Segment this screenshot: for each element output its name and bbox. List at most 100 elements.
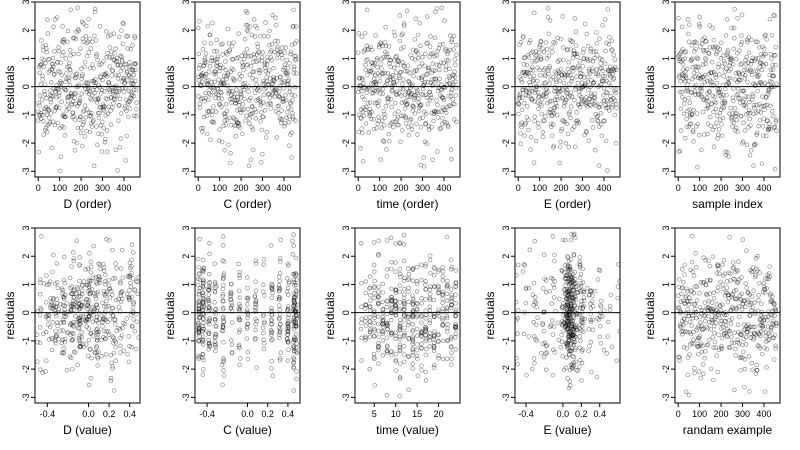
data-point [752, 274, 758, 280]
data-point [725, 290, 730, 296]
data-point [731, 98, 736, 104]
data-point [66, 329, 71, 335]
data-point [573, 323, 578, 328]
data-point [559, 304, 565, 309]
data-point [367, 304, 373, 309]
data-point [574, 118, 579, 124]
data-point [220, 299, 226, 304]
data-point [762, 286, 767, 292]
data-point [202, 60, 208, 66]
data-point [38, 62, 44, 68]
data-point [119, 28, 124, 33]
data-point [53, 304, 59, 310]
data-point [58, 60, 63, 65]
data-point [441, 85, 446, 90]
data-point [552, 85, 557, 90]
x-tick-label: 400 [276, 183, 291, 193]
data-point [379, 56, 384, 62]
data-point [101, 316, 106, 321]
data-point [563, 302, 569, 308]
data-point [381, 122, 387, 128]
data-point [582, 132, 587, 138]
data-point [118, 279, 123, 285]
data-point [110, 313, 116, 318]
data-point [453, 324, 458, 330]
data-point [73, 101, 78, 107]
data-point [709, 306, 714, 312]
data-point [410, 103, 416, 109]
data-point [541, 92, 547, 97]
data-point [209, 79, 214, 85]
data-point [259, 127, 265, 133]
data-point [761, 284, 767, 290]
data-point [206, 304, 211, 310]
data-point [743, 73, 748, 78]
data-point [200, 316, 206, 321]
data-point [578, 284, 584, 289]
data-point [538, 55, 544, 60]
data-point [250, 75, 255, 81]
x-tick-label: 15 [412, 409, 422, 419]
data-point [400, 77, 406, 82]
data-point [688, 89, 694, 95]
data-point [61, 350, 66, 356]
data-point [261, 114, 266, 120]
data-point [44, 46, 49, 51]
data-point [262, 87, 267, 92]
data-point [79, 302, 85, 308]
data-point [573, 276, 578, 282]
data-point [113, 358, 119, 363]
data-point [697, 24, 703, 29]
data-point [370, 64, 375, 69]
data-point [584, 128, 589, 134]
data-point [684, 124, 690, 129]
data-point [107, 87, 112, 92]
y-tick-label: 3 [181, 0, 191, 5]
data-point [697, 87, 703, 92]
data-point [125, 78, 130, 83]
data-point [446, 73, 452, 79]
data-point [580, 266, 585, 272]
data-point [449, 336, 454, 342]
data-point [221, 305, 226, 311]
data-point [284, 70, 289, 76]
data-point [228, 297, 234, 302]
data-point [87, 347, 93, 352]
data-point [569, 294, 575, 300]
data-point [403, 120, 409, 126]
data-point [453, 42, 459, 48]
data-point [733, 353, 739, 358]
data-point [70, 298, 76, 304]
data-point [715, 136, 720, 141]
data-point [559, 339, 565, 345]
data-point [227, 96, 233, 102]
y-tick-label: 3 [661, 0, 671, 5]
data-point [763, 51, 768, 57]
data-point [440, 356, 446, 362]
data-point [515, 331, 520, 336]
data-point [75, 125, 81, 131]
data-point [369, 47, 375, 53]
data-point [558, 36, 564, 42]
data-point [552, 88, 557, 94]
data-point [220, 298, 226, 303]
data-point [102, 309, 108, 314]
data-point [77, 98, 83, 104]
data-point [423, 324, 428, 330]
data-point [541, 309, 546, 315]
data-point [90, 119, 96, 124]
data-point [73, 313, 78, 319]
data-point [727, 56, 733, 62]
data-point [43, 369, 48, 374]
data-point [447, 81, 452, 86]
data-point [114, 297, 119, 303]
data-point [49, 145, 54, 150]
data-point [102, 88, 107, 94]
data-point [423, 326, 428, 332]
data-point [686, 79, 691, 84]
data-point [449, 302, 454, 308]
data-point [45, 17, 50, 23]
data-point [278, 75, 283, 80]
data-point [277, 94, 282, 100]
y-tick-label: -1 [661, 111, 671, 119]
